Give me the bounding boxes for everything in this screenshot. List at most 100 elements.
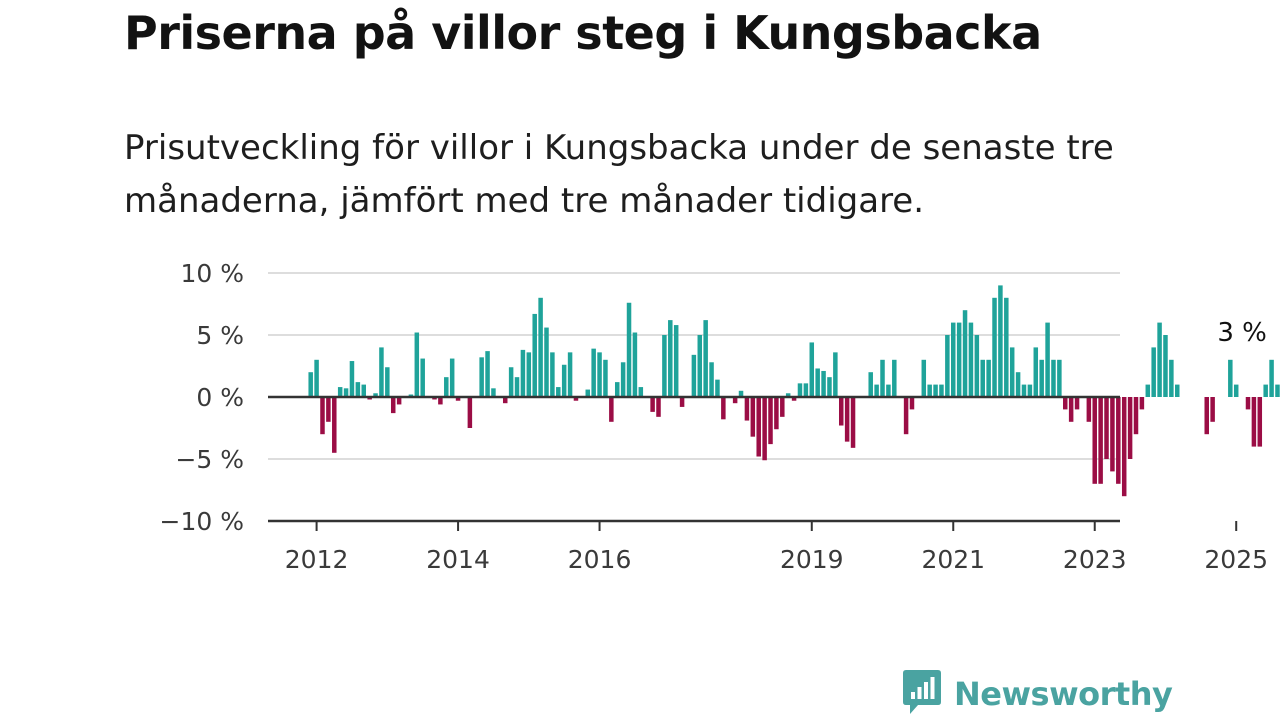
bar [1257, 397, 1263, 447]
bar [921, 359, 927, 397]
bar [815, 368, 820, 397]
bar [620, 362, 626, 397]
bar [874, 384, 879, 397]
bar [361, 384, 366, 397]
bar [791, 397, 797, 401]
bar [609, 397, 614, 422]
x-tick-label: 2016 [568, 545, 632, 574]
tick-labels: 10 % 5 % 0 % −5 % −10 % 2012 2014 2016 2019 2021 2… [160, 259, 1268, 574]
bar [1228, 359, 1233, 397]
bar [762, 397, 767, 461]
y-tick-label: 5 % [196, 321, 244, 350]
bar [1121, 397, 1127, 497]
bar [821, 370, 826, 397]
bar [1245, 397, 1251, 410]
bar [638, 387, 644, 397]
x-tick-label: 2014 [426, 545, 490, 574]
bar [927, 384, 932, 397]
bar [962, 310, 968, 397]
x-tick-label: 2023 [1063, 545, 1127, 574]
bar [839, 397, 844, 426]
bar [1015, 372, 1021, 397]
value-annotation: 3 % [1217, 318, 1267, 348]
bar [780, 397, 785, 417]
chart-subtitle: Prisutveckling för villor i Kungsbacka u… [124, 128, 1114, 221]
bar [992, 297, 997, 397]
bar [373, 393, 378, 397]
bar [933, 384, 938, 397]
bar [414, 332, 420, 397]
bar [550, 352, 555, 397]
bar [1133, 397, 1139, 435]
bar [697, 335, 703, 397]
bar [880, 359, 885, 397]
bar [892, 359, 897, 397]
bar [597, 352, 602, 397]
bar [1039, 359, 1044, 397]
bar [903, 397, 909, 435]
y-tick-label: 0 % [196, 383, 244, 412]
bar [1175, 384, 1180, 397]
bar [998, 285, 1003, 397]
bar [1145, 384, 1151, 397]
bar [520, 349, 526, 397]
bar [538, 297, 543, 397]
bar [980, 359, 985, 397]
bar [1074, 397, 1080, 410]
bar [673, 325, 679, 397]
bar [774, 397, 779, 430]
bar [308, 372, 313, 397]
bar [1068, 397, 1074, 422]
bar [868, 372, 873, 397]
bar [1251, 397, 1257, 447]
bar [1021, 384, 1027, 397]
bar [585, 389, 591, 397]
bar [626, 302, 632, 397]
bar [650, 397, 655, 412]
bar [632, 332, 638, 397]
bar [573, 397, 579, 401]
bar [385, 367, 390, 397]
bar [679, 397, 685, 407]
bar [1033, 347, 1039, 397]
bar [1269, 359, 1274, 397]
bar [1210, 397, 1215, 422]
bar [591, 348, 596, 397]
bar [715, 379, 720, 397]
bar [479, 357, 484, 397]
bar [656, 397, 661, 417]
bar [968, 322, 974, 397]
bar [1045, 322, 1050, 397]
x-tick-label: 2025 [1204, 545, 1268, 574]
bar [532, 313, 537, 397]
bar [709, 362, 714, 397]
bar [803, 383, 809, 397]
bar [945, 335, 950, 397]
bar [379, 347, 384, 397]
bar [974, 335, 980, 397]
bar [886, 384, 891, 397]
bar [1104, 397, 1109, 459]
newsworthy-logo[interactable]: Newsworthy [902, 668, 1173, 720]
bar [603, 359, 608, 397]
bar [314, 359, 319, 397]
newsworthy-logo-text: Newsworthy [954, 675, 1173, 713]
y-tick-label: 10 % [180, 259, 244, 288]
y-tick-label: −10 % [160, 507, 244, 536]
bar [320, 397, 325, 435]
bar [797, 383, 803, 397]
bar [390, 397, 396, 414]
bar [355, 382, 361, 397]
bar [768, 397, 773, 445]
x-tick-label: 2021 [921, 545, 985, 574]
bar [809, 342, 815, 397]
bar [951, 322, 956, 397]
bar [721, 397, 726, 420]
bar [1110, 397, 1115, 472]
newsworthy-logo-icon [902, 668, 942, 720]
bar [420, 358, 425, 397]
bar [438, 397, 443, 405]
bar [508, 367, 514, 397]
bar [703, 320, 708, 397]
bar [526, 352, 532, 397]
